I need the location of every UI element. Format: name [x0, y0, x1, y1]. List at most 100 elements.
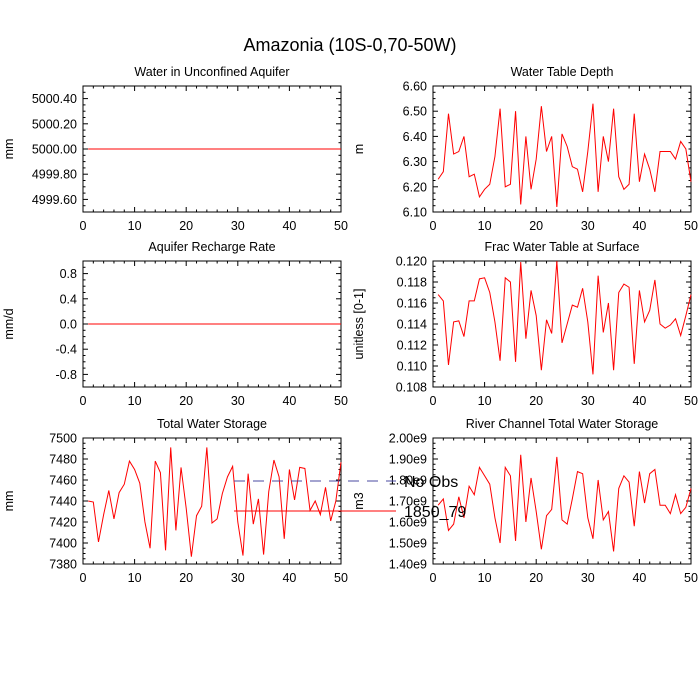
water-table-depth-series-1850-79: [437, 103, 692, 207]
frac-water-table-at-surface-xtick-label: 20: [529, 394, 543, 408]
water-table-depth-xtick-label: 0: [430, 219, 437, 233]
river-channel-total-water-storage-ytick-label: 2.00e9: [389, 432, 427, 446]
water-table-depth-title: Water Table Depth: [511, 65, 614, 79]
water-in-unconfined-aquifer-xtick-label: 0: [80, 219, 87, 233]
water-table-depth-xtick-label: 20: [529, 219, 543, 233]
river-channel-total-water-storage-xtick-label: 10: [478, 571, 492, 585]
water-table-depth-xtick-label: 30: [581, 219, 595, 233]
aquifer-recharge-rate-xtick-label: 20: [179, 394, 193, 408]
total-water-storage-ytick-label: 7440: [49, 495, 77, 509]
water-in-unconfined-aquifer-ytick-label: 5000.20: [32, 117, 77, 131]
total-water-storage-ytick-label: 7500: [49, 432, 77, 446]
water-table-depth-ytick-label: 6.10: [403, 206, 427, 220]
water-in-unconfined-aquifer-xtick-label: 40: [282, 219, 296, 233]
frac-water-table-at-surface-ytick-label: 0.116: [397, 297, 427, 311]
frac-water-table-at-surface-ytick-label: 0.114: [397, 318, 427, 332]
river-channel-total-water-storage-ytick-label: 1.40e9: [389, 558, 427, 572]
water-in-unconfined-aquifer-ytick-label: 4999.80: [32, 168, 77, 182]
chart-frac-water-table-at-surface: Frac Water Table at Surface unitless [0-1…: [352, 240, 698, 408]
aquifer-recharge-rate-ytick-label: 0.4: [60, 292, 77, 306]
river-channel-total-water-storage-frame: [432, 437, 692, 565]
water-in-unconfined-aquifer-xtick-label: 20: [179, 219, 193, 233]
water-table-depth-ytick-label: 6.50: [403, 105, 427, 119]
total-water-storage-ytick-label: 7420: [49, 516, 77, 530]
aquifer-recharge-rate-xtick-label: 30: [231, 394, 245, 408]
total-water-storage-ylabel: mm: [2, 491, 16, 512]
water-in-unconfined-aquifer-xtick-label: 30: [231, 219, 245, 233]
river-channel-total-water-storage-xtick-label: 30: [581, 571, 595, 585]
frac-water-table-at-surface-xtick-label: 10: [478, 394, 492, 408]
legend-label-no-obs: No Obs: [404, 474, 458, 491]
water-in-unconfined-aquifer-title: Water in Unconfined Aquifer: [134, 65, 289, 79]
aquifer-recharge-rate-xtick-label: 0: [80, 394, 87, 408]
frac-water-table-at-surface-xtick-label: 40: [632, 394, 646, 408]
water-in-unconfined-aquifer-ytick-label: 5000.40: [32, 92, 77, 106]
water-in-unconfined-aquifer-ytick-label: 4999.60: [32, 193, 77, 207]
water-table-depth-ytick-label: 6.40: [403, 130, 427, 144]
frac-water-table-at-surface-ytick-label: 0.112: [397, 339, 427, 353]
aquifer-recharge-rate-title: Aquifer Recharge Rate: [148, 240, 275, 254]
aquifer-recharge-rate-xtick-label: 10: [128, 394, 142, 408]
water-in-unconfined-aquifer-ytick-label: 5000.00: [32, 143, 77, 157]
chart-water-in-unconfined-aquifer: Water in Unconfined Aquifer mm 0 10 20 30 40 50…: [2, 65, 348, 233]
water-in-unconfined-aquifer-ylabel: mm: [2, 139, 16, 160]
water-table-depth-xtick-label: 50: [684, 219, 698, 233]
legend: No Obs 1850_79: [234, 474, 466, 521]
total-water-storage-series-1850-79: [88, 447, 342, 557]
total-water-storage-title: Total Water Storage: [157, 417, 267, 431]
water-in-unconfined-aquifer-xtick-label: 50: [334, 219, 348, 233]
water-table-depth-xtick-label: 10: [478, 219, 492, 233]
figure-title: Amazonia (10S-0,70-50W): [243, 35, 456, 55]
frac-water-table-at-surface-ytick-label: 0.108: [396, 381, 427, 395]
total-water-storage-xtick-label: 20: [179, 571, 193, 585]
chart-river-channel-total-water-storage: River Channel Total Water Storage m3 0 10 20…: [352, 417, 698, 585]
river-channel-total-water-storage-ylabel: m3: [352, 492, 366, 509]
river-channel-total-water-storage-ytick-label: 1.50e9: [389, 537, 427, 551]
total-water-storage-ytick-label: 7460: [49, 474, 77, 488]
aquifer-recharge-rate-ytick-label: -0.8: [55, 368, 77, 382]
river-channel-total-water-storage-xtick-label: 40: [632, 571, 646, 585]
river-channel-total-water-storage-xtick-label: 50: [684, 571, 698, 585]
frac-water-table-at-surface-xtick-label: 0: [430, 394, 437, 408]
frac-water-table-at-surface-ytick-label: 0.118: [397, 276, 427, 290]
total-water-storage-ytick-label: 7480: [49, 453, 77, 467]
chart-aquifer-recharge-rate: Aquifer Recharge Rate mm/d 0 10 20 30 40 50 -0.8…: [2, 240, 348, 408]
water-in-unconfined-aquifer-xtick-label: 10: [128, 219, 142, 233]
water-table-depth-ytick-label: 6.30: [403, 155, 427, 169]
frac-water-table-at-surface-title: Frac Water Table at Surface: [485, 240, 640, 254]
water-table-depth-xtick-label: 40: [632, 219, 646, 233]
river-channel-total-water-storage-series-1850-79: [437, 454, 692, 552]
river-channel-total-water-storage-title: River Channel Total Water Storage: [466, 417, 659, 431]
legend-label-1850-79: 1850_79: [404, 504, 466, 521]
total-water-storage-ytick-label: 7400: [49, 537, 77, 551]
panels: Water in Unconfined Aquifer mm 0 10 20 30 40 50…: [2, 65, 698, 585]
chart-water-table-depth: Water Table Depth m 0 10 20 30 40 50 6.10 6.20 6.3…: [352, 65, 698, 233]
frac-water-table-at-surface-xtick-label: 50: [684, 394, 698, 408]
aquifer-recharge-rate-xtick-label: 40: [282, 394, 296, 408]
river-channel-total-water-storage-xtick-label: 20: [529, 571, 543, 585]
chart-total-water-storage: Total Water Storage mm 0 10 20 30 40 50 7380 7400…: [2, 417, 348, 585]
water-table-depth-frame: [432, 85, 692, 213]
frac-water-table-at-surface-ytick-label: 0.110: [397, 360, 427, 374]
river-channel-total-water-storage-xtick-label: 0: [430, 571, 437, 585]
frac-water-table-at-surface-frame: [432, 260, 692, 388]
river-channel-total-water-storage-ytick-label: 1.80e9: [389, 474, 427, 488]
frac-water-table-at-surface-ylabel: unitless [0-1]: [352, 289, 366, 360]
water-table-depth-ytick-label: 6.60: [403, 80, 427, 94]
total-water-storage-xtick-label: 40: [282, 571, 296, 585]
aquifer-recharge-rate-ytick-label: -0.4: [55, 343, 77, 357]
river-channel-total-water-storage-ytick-label: 1.60e9: [389, 516, 427, 530]
total-water-storage-xtick-label: 30: [231, 571, 245, 585]
aquifer-recharge-rate-xtick-label: 50: [334, 394, 348, 408]
total-water-storage-ytick-label: 7380: [49, 558, 77, 572]
river-channel-total-water-storage-ytick-label: 1.70e9: [389, 495, 427, 509]
frac-water-table-at-surface-ytick-label: 0.120: [396, 255, 427, 269]
water-table-depth-ylabel: m: [352, 144, 366, 154]
aquifer-recharge-rate-ytick-label: 0.8: [60, 267, 77, 281]
aquifer-recharge-rate-ytick-label: 0.0: [60, 318, 77, 332]
total-water-storage-xtick-label: 10: [128, 571, 142, 585]
total-water-storage-xtick-label: 0: [80, 571, 87, 585]
aquifer-recharge-rate-ylabel: mm/d: [2, 308, 16, 339]
frac-water-table-at-surface-xtick-label: 30: [581, 394, 595, 408]
